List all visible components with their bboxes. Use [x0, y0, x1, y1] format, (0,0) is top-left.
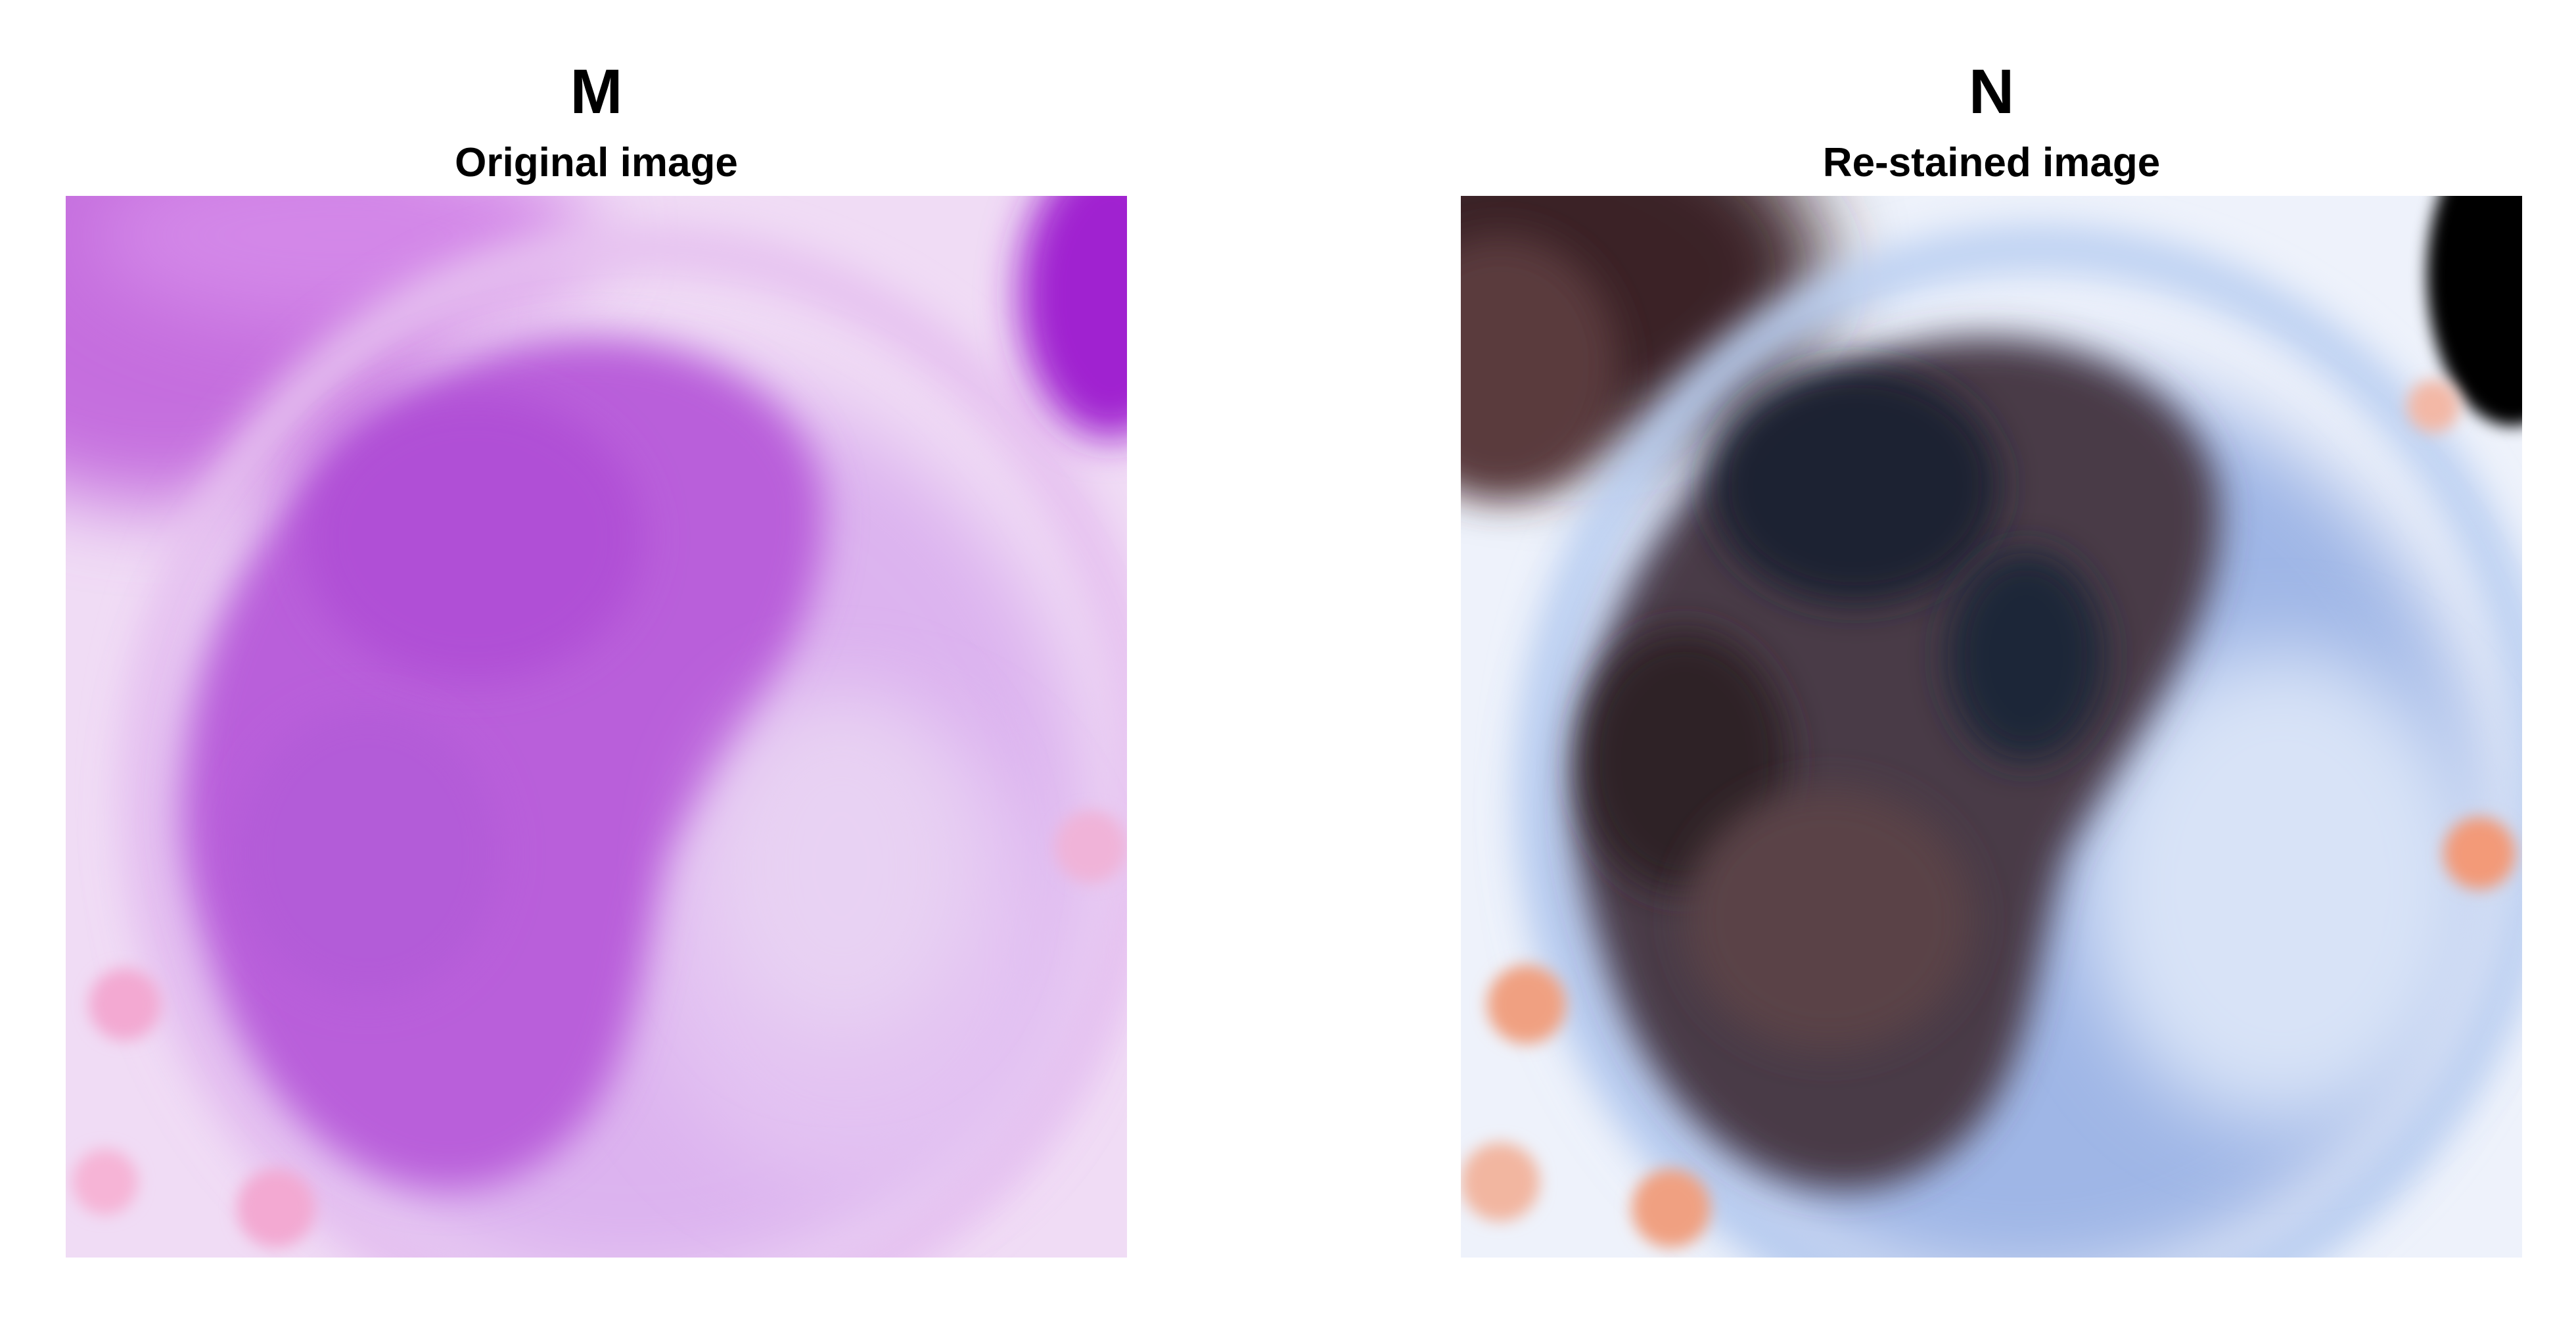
restained-image [1461, 196, 2522, 1258]
panel-letter-n: N [1968, 57, 2015, 127]
panel-subtitle-restained: Re-stained image [1822, 140, 2161, 185]
panel-letter-m: M [570, 57, 623, 127]
panel-subtitle-original: Original image [455, 140, 738, 185]
restained-image-svg [1461, 196, 2522, 1258]
panel-restained: N Re-stained image [1461, 0, 2522, 1258]
panel-original: M Original image [66, 0, 1127, 1258]
original-image-svg [66, 196, 1127, 1258]
original-image [66, 196, 1127, 1258]
